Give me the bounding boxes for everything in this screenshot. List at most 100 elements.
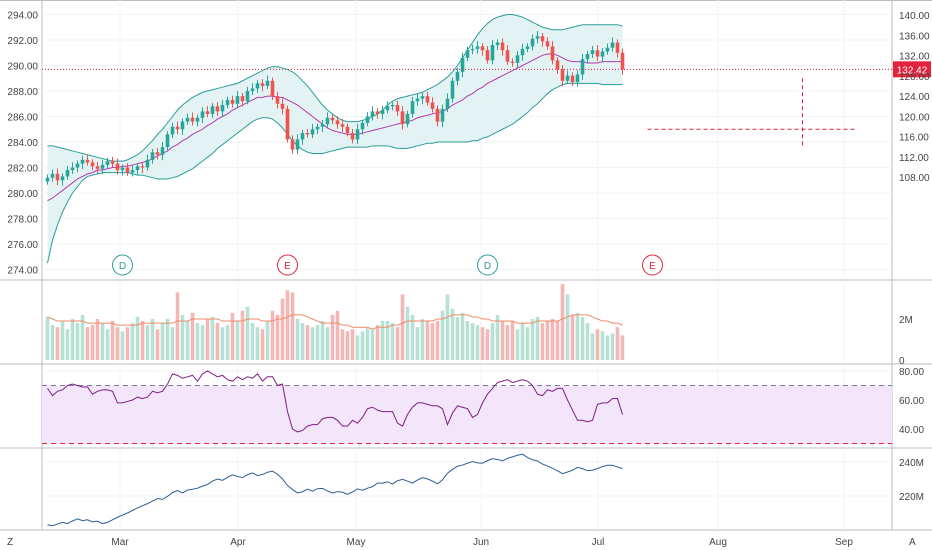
- left-price-tick-label: 284.00: [7, 138, 38, 149]
- candle-body: [600, 51, 605, 57]
- volume-bar: [470, 323, 475, 360]
- volume-bar: [95, 319, 100, 360]
- volume-bar: [610, 333, 615, 360]
- volume-bar: [585, 323, 590, 360]
- timezone-toggle-icon: Z: [7, 537, 13, 548]
- candle-body: [615, 42, 620, 53]
- volume-bar: [215, 323, 220, 360]
- volume-bar: [595, 329, 600, 360]
- volume-bar: [300, 323, 305, 360]
- right-price-tick-label: 112.00: [899, 153, 929, 164]
- candle-body: [210, 106, 215, 114]
- candle-body: [430, 102, 435, 109]
- volume-bar: [370, 329, 375, 360]
- right-price-tick-label: 120.00: [899, 112, 930, 123]
- candle-body: [530, 38, 535, 47]
- volume-bar: [385, 321, 390, 360]
- candle-body: [195, 117, 200, 122]
- volume-bar: [540, 323, 545, 360]
- volume-bar: [580, 316, 585, 360]
- candle-body: [495, 42, 500, 46]
- volume-bar: [605, 335, 610, 360]
- candle-body: [60, 176, 65, 181]
- dividend-marker[interactable]: [112, 254, 133, 276]
- volume-bar: [310, 327, 315, 360]
- left-price-tick-label: 280.00: [7, 189, 38, 200]
- volume-tick-label: 2M: [899, 315, 913, 326]
- candle-body: [255, 83, 260, 89]
- volume-bar: [505, 325, 510, 360]
- candle-body: [560, 69, 565, 81]
- volume-bar: [195, 323, 200, 360]
- candle-body: [315, 126, 320, 130]
- candle-body: [525, 46, 530, 49]
- candle-body: [465, 50, 470, 58]
- candle-body: [420, 96, 425, 99]
- volume-bar: [350, 329, 355, 360]
- earnings-marker[interactable]: [277, 254, 298, 276]
- candle-body: [75, 163, 80, 168]
- candle-body: [185, 117, 190, 122]
- earnings-marker[interactable]: [642, 254, 663, 276]
- volume-bar: [315, 325, 320, 360]
- candle-body: [470, 48, 475, 51]
- volume-bar: [620, 335, 625, 360]
- candle-body: [440, 108, 445, 122]
- candle-body: [500, 42, 505, 51]
- candle-body: [360, 122, 365, 130]
- candle-body: [335, 120, 340, 125]
- volume-bar: [115, 327, 120, 360]
- volume-bar: [265, 321, 270, 360]
- bollinger-upper-line: [47, 14, 623, 162]
- obv-tick-label: 220M: [899, 492, 924, 503]
- volume-bar: [435, 321, 440, 360]
- candle-body: [100, 164, 105, 169]
- candle-body: [170, 126, 175, 135]
- candle-body: [245, 91, 250, 102]
- volume-bar: [400, 294, 405, 360]
- volume-bar: [390, 323, 395, 360]
- candle-body: [125, 167, 130, 173]
- candle-body: [65, 170, 70, 177]
- volume-bar: [190, 312, 195, 360]
- volume-bar: [575, 312, 580, 360]
- dividend-marker[interactable]: [477, 254, 498, 276]
- volume-bar: [560, 284, 565, 360]
- volume-bar: [590, 333, 595, 360]
- volume-bar: [125, 327, 130, 360]
- candle-body: [390, 105, 395, 107]
- rsi-tick-label: 60.00: [899, 396, 924, 407]
- right-price-tick-label: 108.00: [899, 173, 930, 184]
- candle-body: [555, 60, 560, 70]
- right-price-tick-label: 116.00: [899, 133, 929, 144]
- volume-bar: [355, 335, 360, 360]
- left-price-tick-label: 278.00: [7, 215, 38, 226]
- candle-body: [220, 105, 225, 112]
- volume-bar: [110, 321, 115, 360]
- candle-body: [400, 111, 405, 125]
- volume-bar: [475, 325, 480, 360]
- candle-body: [45, 177, 50, 182]
- candle-body: [215, 106, 220, 112]
- candle-body: [345, 126, 350, 134]
- volume-bar: [255, 327, 260, 360]
- candle-body: [595, 50, 600, 57]
- candle-body: [135, 166, 140, 171]
- candle-body: [165, 134, 170, 148]
- time-axis-label: Sep: [835, 537, 853, 548]
- volume-bar: [530, 319, 535, 360]
- candle-body: [435, 108, 440, 122]
- candle-body: [580, 59, 585, 75]
- candle-body: [240, 96, 245, 102]
- candle-body: [550, 46, 555, 61]
- candle-body: [235, 96, 240, 104]
- candle-body: [610, 42, 615, 48]
- dividend-marker-label: D: [119, 261, 126, 272]
- volume-bar: [50, 325, 55, 360]
- rsi-tick-label: 40.00: [899, 425, 924, 436]
- volume-bar: [545, 321, 550, 360]
- volume-bar: [285, 290, 290, 360]
- time-axis-label: Apr: [230, 537, 246, 548]
- volume-bar: [160, 323, 165, 360]
